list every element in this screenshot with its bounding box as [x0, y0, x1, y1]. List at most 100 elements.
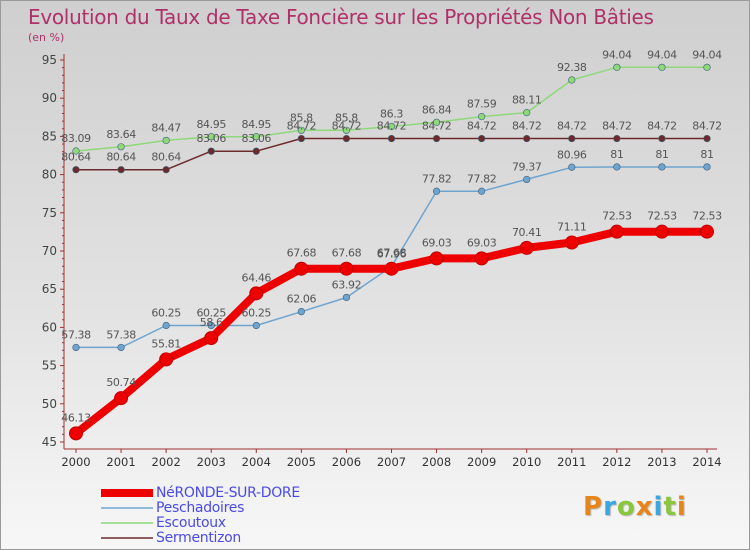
- data-label: 58.6: [200, 316, 223, 329]
- x-tick-label: 2003: [197, 455, 226, 469]
- x-tick-label: 2005: [287, 455, 316, 469]
- data-label: 87.59: [467, 98, 497, 111]
- data-label: 80.64: [61, 151, 91, 164]
- data-label: 84.72: [467, 120, 497, 133]
- data-label: 62.06: [287, 293, 317, 306]
- data-point: [703, 63, 711, 71]
- x-tick-label: 2000: [61, 455, 90, 469]
- y-tick-label: 75: [42, 206, 57, 220]
- x-tick-label: 2001: [106, 455, 135, 469]
- data-point: [523, 175, 531, 184]
- data-point: [117, 166, 125, 174]
- data-point: [117, 143, 125, 151]
- y-tick-label: 45: [42, 435, 57, 449]
- data-label: 84.72: [332, 120, 362, 133]
- data-point: [207, 321, 215, 330]
- data-label: 85.8: [335, 111, 358, 124]
- data-point: [658, 134, 666, 143]
- y-tick-label: 90: [42, 91, 57, 105]
- data-point: [654, 224, 669, 239]
- x-tick-label: 2004: [242, 455, 271, 469]
- data-label: 84.72: [422, 120, 452, 133]
- y-tick-label: 65: [42, 282, 57, 296]
- data-label: 92.38: [557, 61, 587, 74]
- data-point: [613, 134, 621, 143]
- data-point: [114, 391, 129, 406]
- x-tick-label: 2006: [332, 455, 361, 469]
- data-point: [294, 261, 309, 276]
- data-label: 60.25: [151, 306, 181, 319]
- data-label: 60.25: [196, 306, 226, 319]
- data-point: [297, 134, 305, 143]
- data-point: [432, 118, 441, 126]
- data-label: 57.38: [106, 328, 136, 341]
- x-tick-label: 2011: [557, 455, 586, 469]
- data-label: 84.95: [196, 118, 226, 131]
- data-label: 84.72: [647, 120, 677, 133]
- data-point: [700, 224, 714, 239]
- data-point: [564, 235, 579, 250]
- y-tick-label: 50: [42, 397, 57, 411]
- x-tick-label: 2010: [512, 455, 541, 469]
- legend-label: Peschadoires: [156, 500, 245, 516]
- x-tick-label: 2008: [422, 455, 451, 469]
- x-tick-label: 2013: [647, 455, 676, 469]
- data-point: [69, 426, 83, 441]
- data-label: 79.37: [512, 160, 542, 173]
- data-point: [568, 134, 576, 143]
- data-point: [162, 166, 170, 174]
- y-tick-label: 70: [42, 244, 57, 258]
- data-point: [523, 134, 531, 143]
- data-point: [72, 343, 80, 352]
- x-tick-label: 2012: [602, 455, 631, 469]
- data-point: [432, 134, 441, 143]
- data-point: [613, 163, 621, 171]
- data-point: [342, 293, 351, 302]
- y-tick-label: 95: [42, 53, 57, 67]
- x-tick-label: 2014: [692, 455, 721, 469]
- data-point: [429, 251, 444, 266]
- data-label: 55.81: [151, 337, 181, 350]
- data-label: 81: [655, 148, 668, 161]
- data-label: 67.68: [377, 247, 407, 260]
- data-label: 72.53: [692, 210, 722, 223]
- data-label: 72.53: [602, 210, 632, 223]
- x-tick-label: 2009: [467, 455, 496, 469]
- chart-title: Evolution du Taux de Taxe Foncière sur l…: [28, 5, 654, 29]
- data-label: 84.72: [512, 120, 542, 133]
- data-label: 80.64: [106, 151, 136, 164]
- data-point: [117, 343, 125, 352]
- x-tick-label: 2007: [377, 455, 406, 469]
- x-tick-label: 2002: [152, 455, 181, 469]
- data-label: 94.04: [647, 48, 677, 61]
- data-point: [568, 163, 576, 171]
- data-label: 69.03: [422, 236, 452, 249]
- data-label: 94.04: [602, 48, 632, 61]
- data-label: 81: [700, 148, 713, 161]
- data-point: [249, 286, 264, 301]
- data-point: [342, 134, 351, 143]
- data-label: 80.64: [151, 151, 181, 164]
- data-label: 67.68: [332, 247, 362, 260]
- data-label: 84.72: [557, 120, 587, 133]
- data-point: [159, 352, 174, 367]
- data-label: 67.68: [287, 247, 317, 260]
- data-point: [609, 224, 624, 239]
- data-label: 64.46: [242, 271, 272, 284]
- data-label: 84.95: [242, 118, 272, 131]
- data-point: [519, 240, 534, 255]
- y-tick-label: 85: [42, 129, 57, 143]
- data-label: 88.11: [512, 94, 542, 107]
- legend-label: Escoutoux: [156, 515, 226, 531]
- data-point: [207, 147, 215, 155]
- y-tick-label: 80: [42, 168, 57, 182]
- data-label: 46.13: [61, 411, 91, 424]
- data-label: 67.96: [377, 248, 407, 261]
- data-point: [162, 321, 170, 330]
- data-point: [658, 163, 666, 171]
- data-point: [252, 133, 260, 141]
- data-point: [478, 134, 486, 143]
- data-label: 84.72: [692, 120, 722, 133]
